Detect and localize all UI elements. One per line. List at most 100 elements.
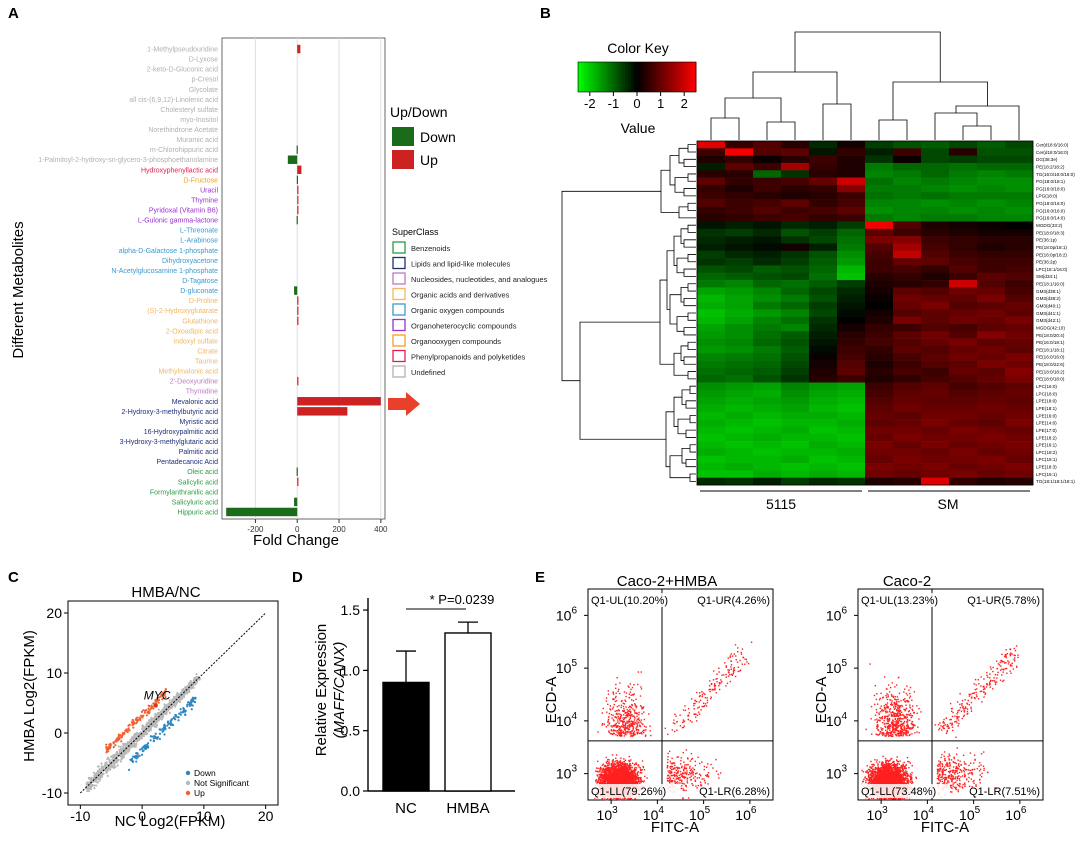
e1-plot-event <box>620 758 621 759</box>
b-heatmap-cell <box>725 317 753 325</box>
e1-plot-event <box>608 769 609 770</box>
b-heatmap-cell <box>949 353 977 361</box>
b-heatmap-cell <box>809 207 837 215</box>
c-point <box>93 787 95 789</box>
b-heatmap-cell <box>865 331 893 339</box>
e1-title: Caco-2+HMBA <box>617 573 717 590</box>
b-row-dendrogram-link <box>686 430 696 437</box>
e1-plot-event <box>640 781 641 782</box>
b-color-key-segment <box>602 62 605 92</box>
b-heatmap-cell <box>809 163 837 171</box>
b-heatmap-cell <box>725 178 753 186</box>
b-heatmap-cell <box>837 287 865 295</box>
b-row-label: PG(16:0/18:0) <box>1036 186 1065 191</box>
b-heatmap-cell <box>697 412 725 420</box>
b-row-dendrogram-link <box>690 386 696 393</box>
b-heatmap-cell <box>949 243 977 251</box>
b-heatmap-cell <box>865 295 893 303</box>
e1-plot-event <box>637 783 638 784</box>
a-legend-superclass-title: SuperClass <box>392 227 439 237</box>
c-point <box>94 778 96 780</box>
b-heatmap-cell <box>725 258 753 266</box>
b-heatmap-cell <box>1005 236 1033 244</box>
b-heatmap-cell <box>725 397 753 405</box>
b-color-key-segment <box>599 62 602 92</box>
c-point <box>184 686 186 688</box>
b-color-key-segment <box>581 62 584 92</box>
c-myc-annotation: MYC <box>144 688 171 702</box>
e1-plot-event <box>624 768 625 769</box>
b-heatmap-cell <box>949 346 977 354</box>
b-heatmap-cell <box>949 463 977 471</box>
b-heatmap-cell <box>697 295 725 303</box>
b-heatmap-cell <box>809 222 837 230</box>
b-heatmap-cell <box>837 383 865 391</box>
b-heatmap-cell <box>809 243 837 251</box>
c-point <box>141 754 143 756</box>
b-heatmap-cell <box>1005 434 1033 442</box>
b-heatmap-cell <box>809 463 837 471</box>
b-heatmap-cell <box>921 383 949 391</box>
b-group-label-5115: 5115 <box>766 496 796 512</box>
b-heatmap-cell <box>809 178 837 186</box>
b-heatmap-cell <box>949 412 977 420</box>
d-bar <box>383 682 429 791</box>
b-heatmap-cell <box>781 287 809 295</box>
b-heatmap-cell <box>697 456 725 464</box>
b-heatmap-cell <box>809 478 837 486</box>
b-heatmap-cell <box>921 390 949 398</box>
b-row-label: PG(16:0/14:0) <box>1036 216 1065 221</box>
b-heatmap-cell <box>1005 390 1033 398</box>
e1-plot-event <box>638 764 639 765</box>
b-heatmap-cell <box>725 265 753 273</box>
b-heatmap-cell <box>809 353 837 361</box>
c-point <box>127 731 129 733</box>
a-category-label: 16-Hydroxypalmitic acid <box>144 429 218 436</box>
c-ytick-label: 0 <box>54 725 62 741</box>
b-heatmap-cell <box>865 258 893 266</box>
b-heatmap-cell <box>697 404 725 412</box>
c-point <box>162 731 164 733</box>
b-heatmap-cell <box>837 390 865 398</box>
e1-plot-event <box>602 798 603 799</box>
c-point <box>117 764 119 766</box>
a-category-label: Cholesteryl sulfate <box>160 107 218 114</box>
e1-plot-event <box>595 781 596 782</box>
b-heatmap-cell <box>921 404 949 412</box>
b-heatmap-cell <box>837 156 865 164</box>
e1-plot-event <box>615 760 616 761</box>
b-heatmap-cell <box>781 178 809 186</box>
b-heatmap-cell <box>837 375 865 383</box>
b-row-dendrogram-link <box>580 322 666 439</box>
b-heatmap-cell <box>865 390 893 398</box>
b-heatmap-cell <box>893 287 921 295</box>
c-point <box>162 716 164 718</box>
b-heatmap-cell <box>837 434 865 442</box>
b-heatmap-cell <box>753 236 781 244</box>
b-heatmap-cell <box>753 419 781 427</box>
b-heatmap-cell <box>809 346 837 354</box>
b-heatmap-cell <box>697 163 725 171</box>
b-heatmap-cell <box>921 448 949 456</box>
b-row-dendrogram-link <box>684 298 696 305</box>
b-heatmap-cell <box>725 478 753 486</box>
b-heatmap-cell <box>977 265 1005 273</box>
panel-label-e: E <box>535 569 545 586</box>
e1-plot-event <box>623 798 624 799</box>
b-heatmap-cell <box>725 163 753 171</box>
b-heatmap-cell <box>781 361 809 369</box>
c-point <box>142 746 144 748</box>
b-heatmap-cell <box>837 229 865 237</box>
b-heatmap-cell <box>949 434 977 442</box>
b-heatmap-cell <box>753 141 781 149</box>
d-ytick-label: 1.5 <box>341 602 361 618</box>
a-category-label: 2-Oxoadipic acid <box>166 328 218 335</box>
c-point <box>135 719 137 721</box>
b-heatmap-cell <box>809 295 837 303</box>
b-heatmap-cell <box>1005 178 1033 186</box>
b-heatmap-cell <box>1005 456 1033 464</box>
b-heatmap-cell <box>753 463 781 471</box>
b-row-dendrogram-link <box>688 225 696 232</box>
b-heatmap-cell <box>697 170 725 178</box>
e1-plot-event <box>615 758 616 759</box>
